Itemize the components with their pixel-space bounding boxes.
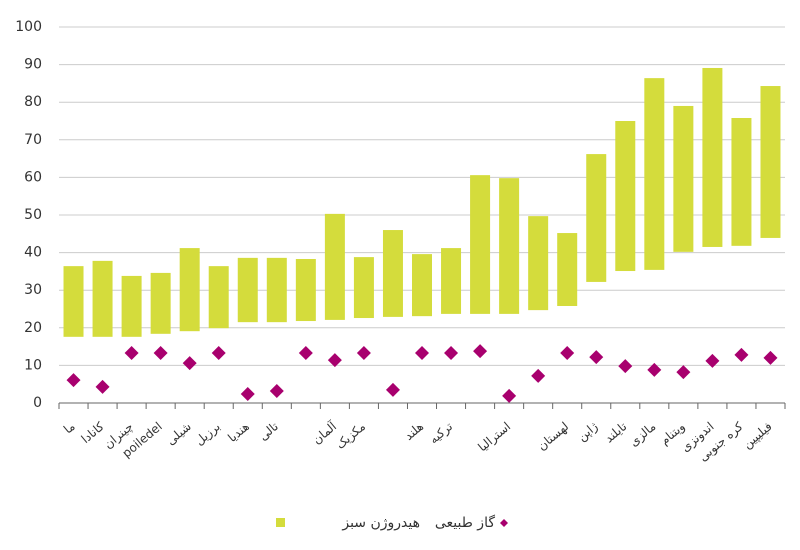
range-bar (557, 233, 578, 306)
diamond (385, 382, 400, 397)
y-tick-label: 100 (15, 19, 42, 35)
range-bar (150, 272, 171, 334)
legend-swatch (500, 519, 508, 527)
diamond (415, 345, 429, 360)
y-tick-label: 50 (24, 207, 42, 223)
diamond (473, 344, 488, 359)
y-tick-label: 0 (33, 395, 42, 411)
diamond (124, 345, 139, 360)
diamond (444, 345, 459, 360)
range-bar (470, 175, 491, 314)
diamond (240, 386, 255, 401)
range-bar (441, 248, 462, 314)
x-tick-label: برزیل (192, 419, 223, 449)
x-tick-label: لهستان (535, 419, 572, 453)
y-tick-label: 70 (24, 132, 42, 148)
diamond (763, 350, 778, 365)
diamond (95, 379, 110, 394)
y-tick-label: 10 (24, 357, 42, 373)
range-bar (528, 216, 549, 311)
y-tick-label: 40 (24, 245, 42, 261)
range-bar (324, 213, 345, 320)
x-tick-label: تالی (256, 419, 281, 443)
range-bar (208, 266, 229, 329)
y-tick-label: 20 (24, 320, 42, 336)
x-tick-label: هلند (402, 419, 426, 443)
range-bar (499, 178, 520, 314)
diamond (705, 353, 720, 368)
range-bar (266, 257, 287, 323)
diamond (298, 345, 313, 360)
range-bar (586, 154, 607, 282)
x-tick-label: استرالیا (475, 419, 514, 455)
range-bar (121, 275, 142, 337)
range-bar (382, 230, 403, 317)
x-tick-label: تایلند (602, 419, 630, 445)
diamond (676, 365, 691, 380)
range-bar (92, 260, 113, 337)
x-tick-label: ژاپن (575, 419, 601, 445)
diamond (182, 356, 197, 371)
diamond (531, 368, 546, 383)
diamond (502, 388, 517, 403)
diamond (356, 345, 371, 360)
y-tick-label: 60 (24, 169, 42, 185)
range-bar (615, 121, 636, 272)
diamond (560, 345, 575, 360)
x-tick-label: هندیا (225, 419, 252, 445)
x-tick-label: مالزی (627, 419, 659, 450)
y-tick-label: 80 (24, 94, 42, 110)
range-bar (179, 248, 200, 332)
x-tick-label: فیلیپین (740, 419, 775, 452)
diamond (647, 362, 662, 377)
diamond (269, 383, 284, 398)
range-bar (295, 258, 316, 322)
diamond (211, 345, 226, 360)
x-tick-label: ما (61, 419, 78, 436)
legend-label: گاز طبیعی (435, 514, 495, 531)
legend-label: هیدروژن سبز (341, 515, 420, 531)
range-bar (63, 266, 84, 337)
x-tick-label: شیلی (164, 419, 194, 448)
legend-swatch (276, 518, 285, 527)
diamond (589, 350, 604, 365)
range-bar (673, 105, 694, 252)
diamond (327, 353, 342, 368)
diamond (66, 373, 81, 388)
range-bar (353, 257, 374, 319)
range-bar (644, 78, 665, 270)
range-bar (760, 86, 781, 238)
diamond (734, 347, 749, 362)
range-bar (237, 257, 258, 323)
range-bar (731, 117, 752, 246)
range-bar (702, 67, 723, 247)
y-tick-label: 30 (24, 282, 42, 298)
x-tick-label: مکزیک (333, 419, 369, 452)
diamond (618, 359, 633, 374)
range-bar (412, 254, 432, 317)
y-tick-label: 90 (24, 57, 42, 73)
x-tick-label: ترکیه (427, 419, 456, 447)
diamond (153, 345, 168, 360)
